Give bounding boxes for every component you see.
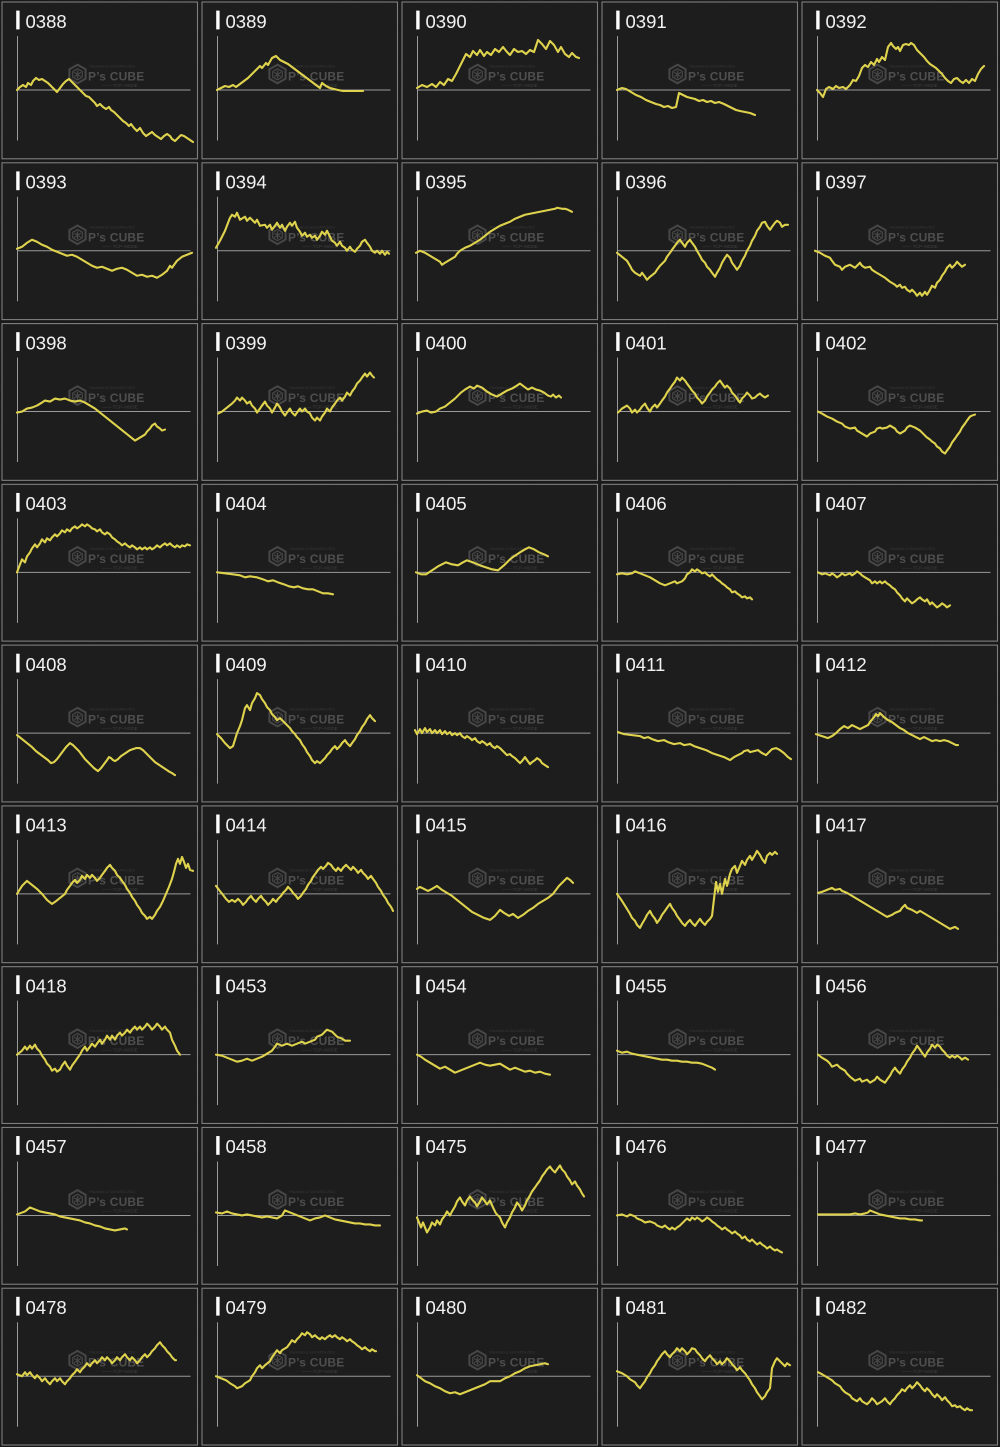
svg-text:0479: 0479 [226, 1297, 267, 1318]
svg-text:0454: 0454 [426, 975, 467, 996]
svg-text:0389: 0389 [226, 11, 267, 32]
svg-text:0411: 0411 [626, 654, 666, 675]
svg-text:0396: 0396 [626, 172, 667, 193]
svg-text:0409: 0409 [226, 654, 267, 675]
svg-text:0417: 0417 [826, 815, 867, 836]
svg-text:0395: 0395 [426, 172, 467, 193]
svg-text:0406: 0406 [626, 493, 667, 514]
svg-text:0416: 0416 [626, 815, 667, 836]
svg-text:0478: 0478 [26, 1297, 67, 1318]
svg-text:0392: 0392 [826, 11, 867, 32]
svg-text:0393: 0393 [26, 172, 67, 193]
svg-text:0480: 0480 [426, 1297, 467, 1318]
svg-text:0408: 0408 [26, 654, 67, 675]
svg-text:0481: 0481 [626, 1297, 667, 1318]
svg-text:0458: 0458 [226, 1136, 267, 1157]
svg-text:0388: 0388 [26, 11, 67, 32]
svg-text:0404: 0404 [226, 493, 267, 514]
svg-text:0397: 0397 [826, 172, 867, 193]
svg-text:0390: 0390 [426, 11, 467, 32]
svg-text:0476: 0476 [626, 1136, 667, 1157]
svg-text:0410: 0410 [426, 654, 467, 675]
svg-text:0415: 0415 [426, 815, 467, 836]
svg-text:0414: 0414 [226, 815, 267, 836]
svg-text:0413: 0413 [26, 815, 67, 836]
svg-text:0475: 0475 [426, 1136, 467, 1157]
svg-text:0402: 0402 [826, 332, 867, 353]
svg-text:0453: 0453 [226, 975, 267, 996]
svg-text:0399: 0399 [226, 332, 267, 353]
svg-text:0405: 0405 [426, 493, 467, 514]
svg-text:0394: 0394 [226, 172, 267, 193]
svg-text:0418: 0418 [26, 975, 67, 996]
svg-text:0412: 0412 [826, 654, 867, 675]
svg-text:0391: 0391 [626, 11, 667, 32]
svg-text:0457: 0457 [26, 1136, 67, 1157]
svg-text:0456: 0456 [826, 975, 867, 996]
svg-text:0482: 0482 [826, 1297, 867, 1318]
svg-text:0403: 0403 [26, 493, 67, 514]
svg-text:0398: 0398 [26, 332, 67, 353]
svg-text:0401: 0401 [626, 332, 667, 353]
svg-text:0455: 0455 [626, 975, 667, 996]
svg-text:0400: 0400 [426, 332, 467, 353]
svg-text:0477: 0477 [826, 1136, 867, 1157]
svg-text:0407: 0407 [826, 493, 867, 514]
